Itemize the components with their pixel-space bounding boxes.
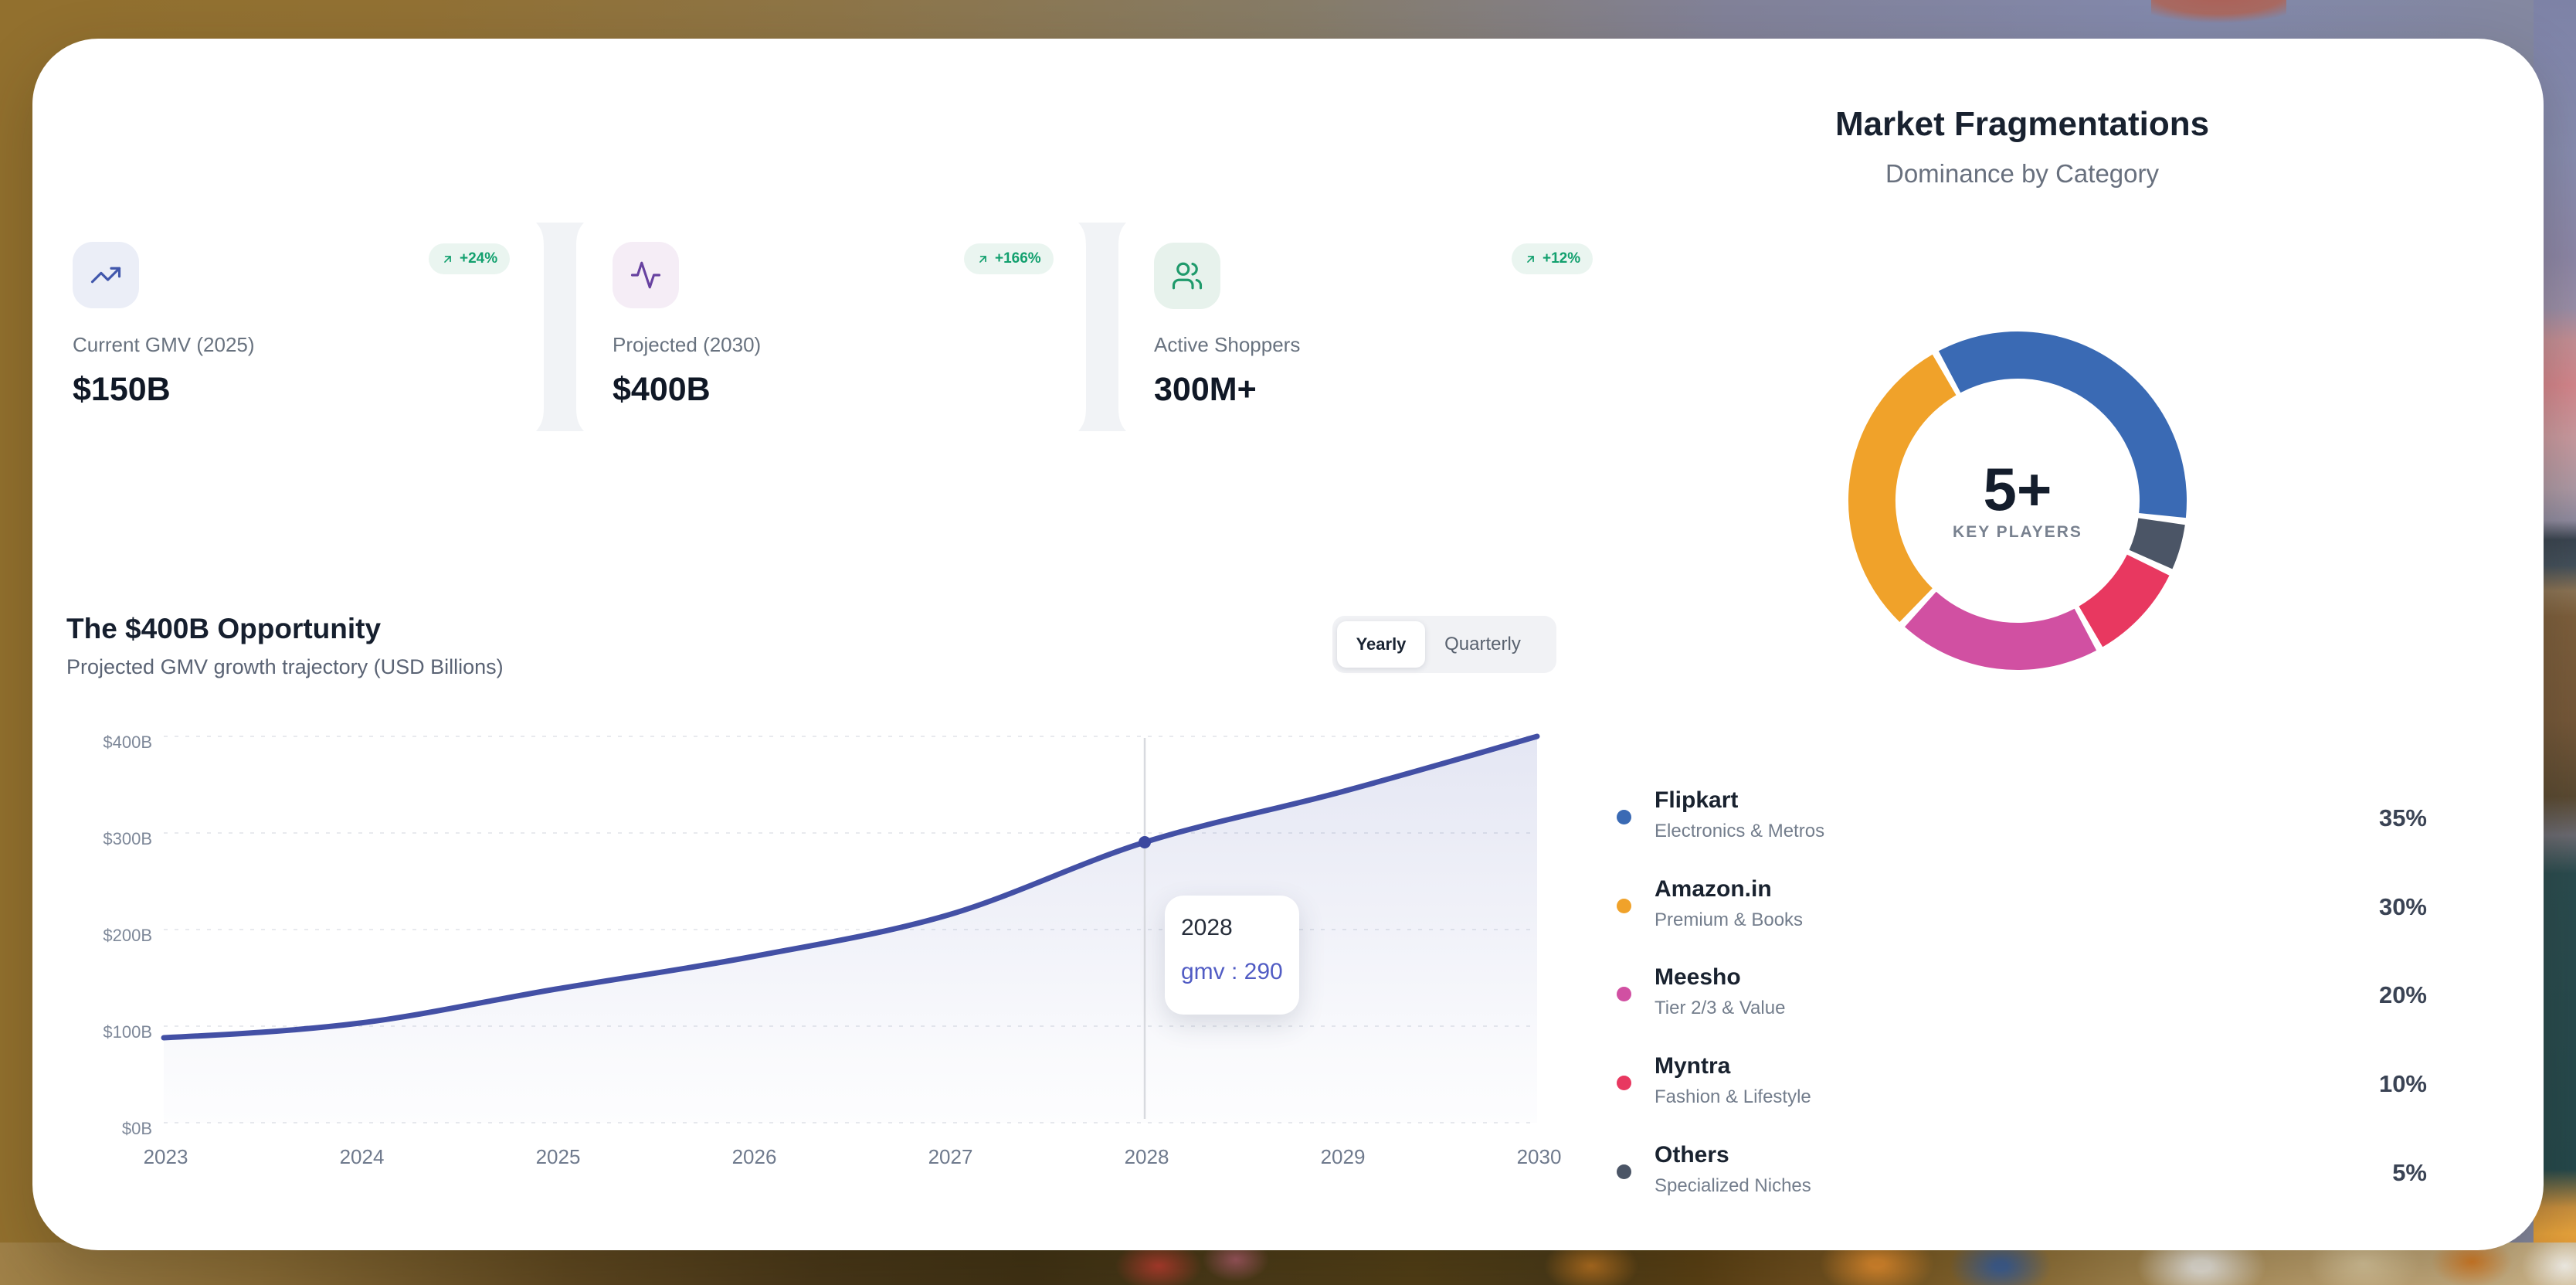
svg-text:2026: 2026: [732, 1145, 777, 1168]
svg-text:$300B: $300B: [103, 829, 152, 848]
svg-text:2028: 2028: [1125, 1145, 1169, 1168]
svg-text:$100B: $100B: [103, 1022, 152, 1042]
svg-text:2023: 2023: [144, 1145, 188, 1168]
svg-text:2025: 2025: [536, 1145, 581, 1168]
svg-text:2024: 2024: [340, 1145, 385, 1168]
svg-text:2029: 2029: [1321, 1145, 1366, 1168]
svg-text:2030: 2030: [1517, 1145, 1562, 1168]
svg-text:2027: 2027: [928, 1145, 973, 1168]
svg-text:$400B: $400B: [103, 733, 152, 752]
svg-text:$200B: $200B: [103, 926, 152, 945]
svg-text:$0B: $0B: [122, 1119, 152, 1138]
